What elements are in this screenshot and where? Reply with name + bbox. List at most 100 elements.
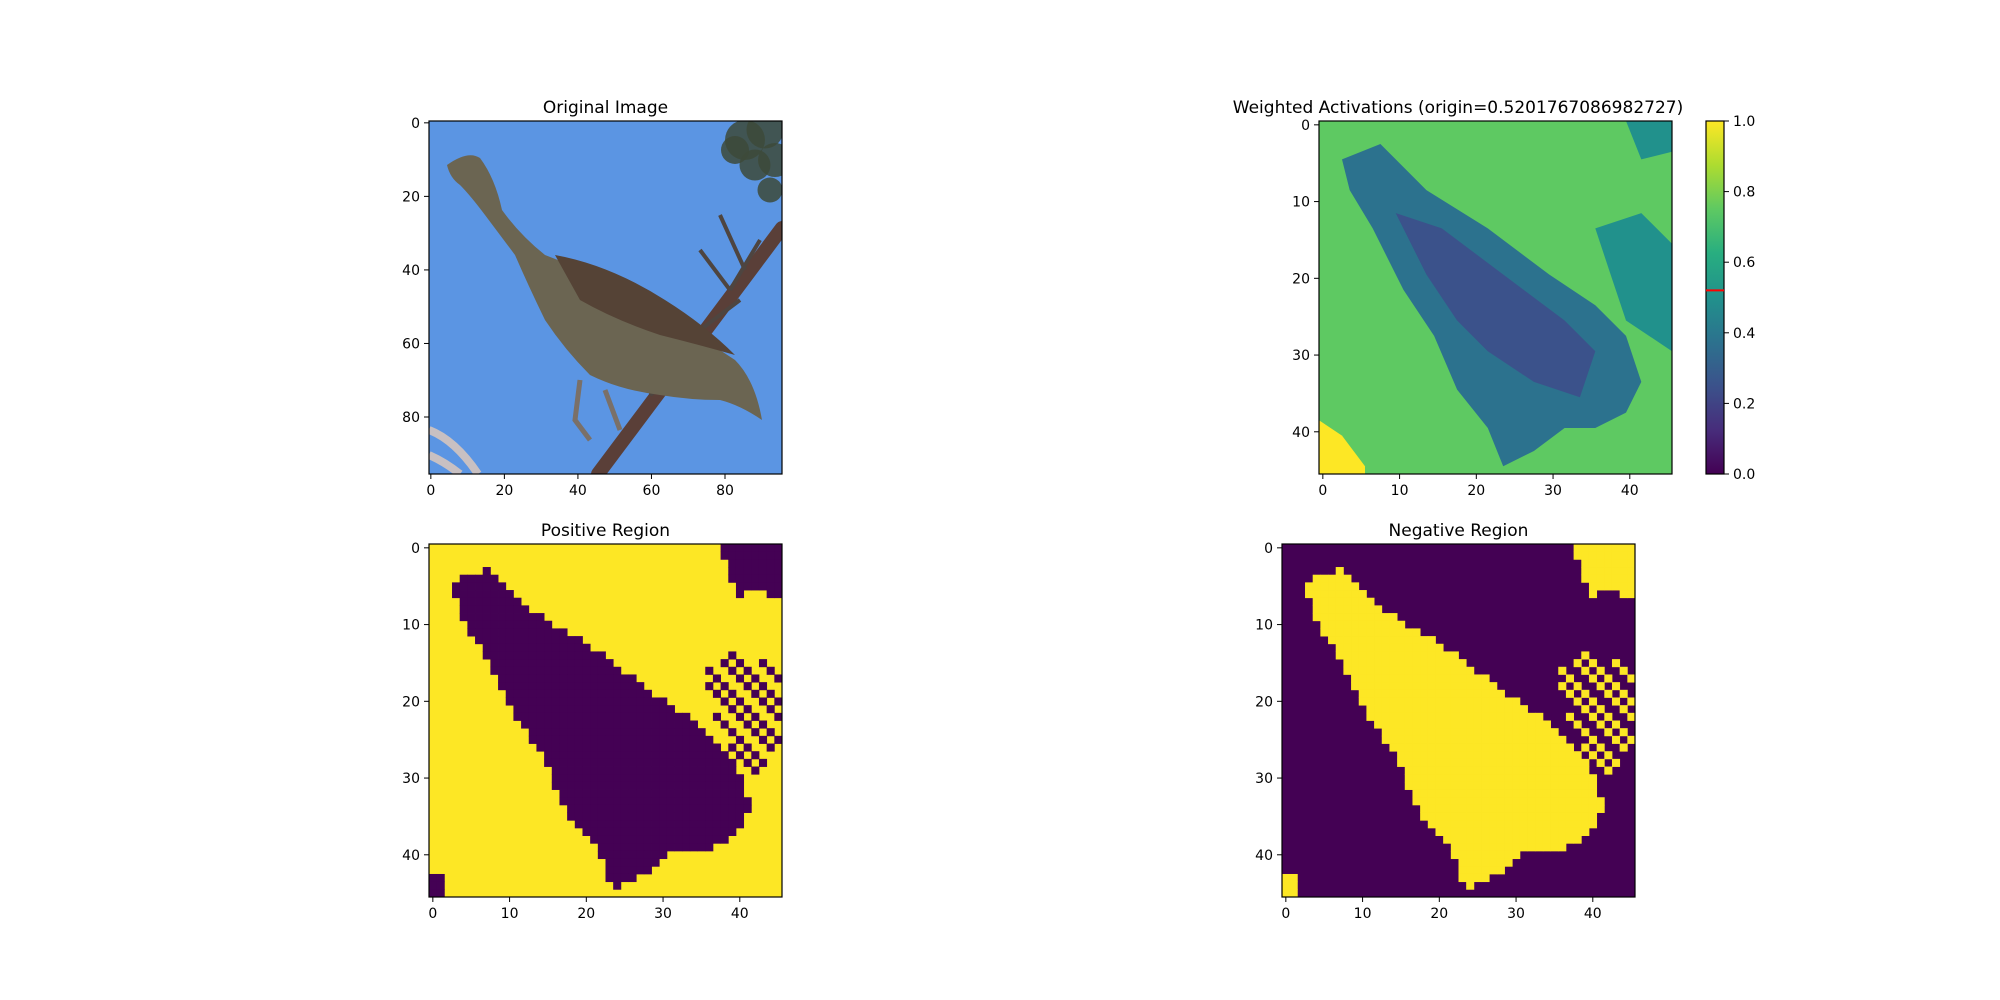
region-cell [1366,628,1375,637]
region-cell [1527,797,1536,806]
tree-foliage [721,121,782,203]
region-cell [705,835,714,844]
region-cell [1489,843,1498,852]
region-cell [613,766,622,775]
region-cell [1619,559,1628,568]
region-cell [452,582,461,591]
ytick-label: 10 [402,618,420,634]
region-cell [1312,613,1321,622]
region-cell [774,590,783,599]
region-cell [1450,712,1459,721]
region-cell [720,812,729,821]
region-cell [1450,820,1459,829]
region-cell [551,781,560,790]
region-cell [1320,574,1329,583]
region-cell [682,789,691,798]
region-cell [459,582,468,591]
region-cell [620,873,629,883]
region-cell [1343,628,1352,637]
region-cell [605,666,614,675]
region-cell [1496,766,1505,775]
region-cell [1328,590,1337,599]
region-cell [1627,582,1636,591]
region-cell [505,613,514,622]
region-cell [1596,551,1605,560]
region-cell [1328,628,1337,637]
region-cell [1565,804,1574,813]
region-cell [1435,728,1444,737]
foliage-clump [757,177,782,203]
region-cell [1427,789,1436,798]
region-cell [1435,774,1444,783]
region-cell [1412,651,1421,660]
region-cell [1381,720,1390,729]
region-cell [551,682,560,691]
region-cell [628,827,637,836]
region-cell [1481,835,1490,844]
region-cell [682,735,691,744]
region-cell [666,758,675,767]
region-cell [490,582,499,591]
region-cell [1412,697,1421,706]
region-cell [1420,705,1429,714]
region-cell [728,766,737,775]
region-cell [1496,858,1505,867]
region-cell [728,781,737,790]
region-cell [743,682,752,691]
region-cell [1588,582,1598,591]
region-cell [1504,835,1513,844]
region-cell [1351,590,1360,599]
region-cell [705,735,714,744]
region-cell [1443,758,1452,767]
region-cell [682,774,691,783]
region-cell [697,797,706,806]
region-cell [1573,827,1582,836]
region-cell [636,858,645,867]
region-cell [1443,781,1452,790]
region-cell [1282,889,1291,898]
region-cell [1542,797,1551,806]
region-cell [536,666,545,675]
xtick-label: 30 [1507,906,1525,922]
region-cell [1328,620,1337,629]
region-cell [659,751,668,760]
region-cell [574,659,583,668]
region-cell [651,712,660,721]
region-cell [1435,674,1444,683]
region-cell [1504,712,1513,721]
region-cell [590,789,599,798]
region-cell [1519,820,1528,829]
region-cell [1512,766,1521,775]
region-cell [551,689,560,698]
region-cell [536,636,545,645]
region-cell [582,774,591,783]
region-cell [1404,705,1413,714]
xtick-label: 10 [1354,906,1372,922]
region-cell [567,697,576,706]
region-cell [1351,651,1360,660]
region-cell [720,697,729,706]
region-cell [697,804,706,813]
region-cell [1473,812,1482,821]
region-cell [1473,743,1482,752]
region-cell [1397,682,1406,691]
region-cell [1565,789,1574,798]
region-cell [1596,574,1605,583]
region-cell [1458,659,1467,668]
region-cell [766,743,775,752]
region-cell [536,720,545,729]
region-cell [1596,804,1605,813]
region-cell [1535,781,1544,790]
region-cell [1351,659,1360,668]
region-cell [1473,835,1482,844]
bird-legs [572,379,623,442]
region-cell [1473,827,1482,836]
region-cell [605,781,614,790]
region-cell [1404,643,1413,652]
region-cell [659,850,668,860]
region-cell [536,643,545,652]
region-cell [574,651,583,660]
region-cell [475,605,484,614]
region-cell [1481,758,1490,767]
region-cell [666,835,675,844]
